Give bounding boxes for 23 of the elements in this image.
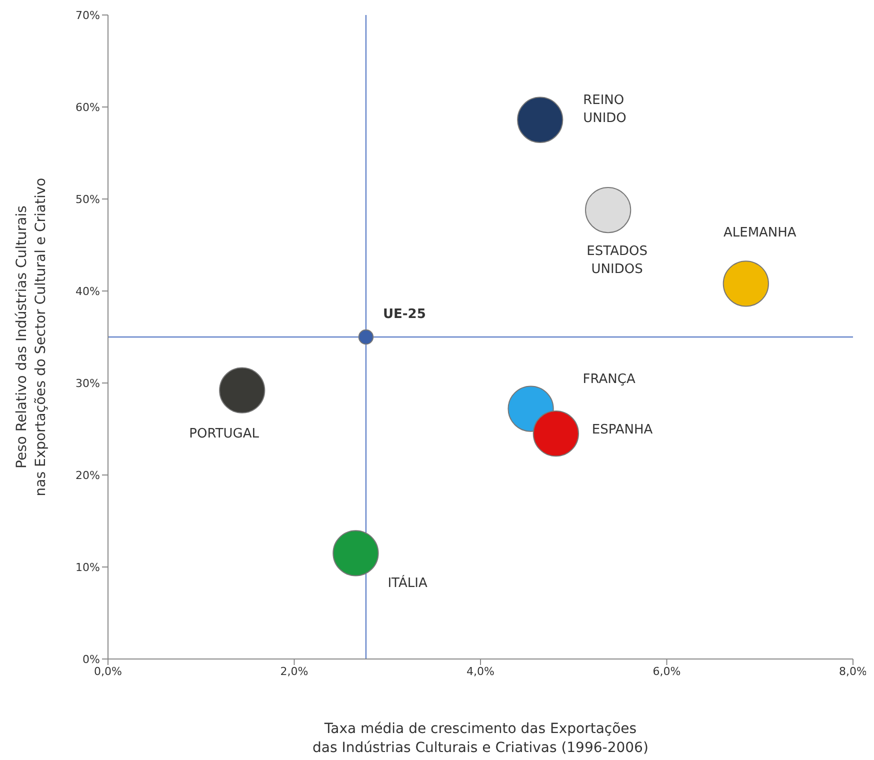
y-tick-label: 20% (76, 468, 100, 482)
series-label: UE-25 (382, 307, 426, 322)
series-label: PORTUGAL (189, 426, 260, 442)
text: FRANÇA (582, 372, 636, 387)
x-axis-title: Taxa média de crescimento das Exportações das Indústrias Culturais e Criativas (1996-2006) (312, 720, 650, 758)
series-label: ESTADOS UNIDOS (586, 244, 648, 278)
y-tick-label: 30% (76, 376, 100, 390)
series-label: REINO UNIDO (583, 92, 626, 126)
y-tick-label: 10% (76, 560, 100, 574)
y-tick-label: 70% (76, 8, 100, 22)
y-tick-label: 0% (82, 652, 100, 666)
x-tick-label: 6,0% (652, 664, 681, 678)
y-tick-label: 50% (76, 192, 100, 206)
x-tick-label: 4,0% (466, 664, 494, 678)
x-tick-label: 8,0% (839, 664, 867, 678)
y-axis-title: Peso Relativo das Indústrias Culturais nas Exportações do Sector Cultural e Criativo (13, 178, 50, 496)
x-tick-label: 2,0% (280, 664, 308, 678)
series-label: ESPANHA (592, 422, 653, 438)
series-label: ITÁLIA (388, 574, 428, 592)
series-label: ALEMANHA (723, 226, 796, 241)
y-tick-label: 60% (76, 100, 100, 114)
y-tick-label: 40% (76, 284, 100, 298)
x-tick-label: 0,0% (94, 664, 122, 678)
